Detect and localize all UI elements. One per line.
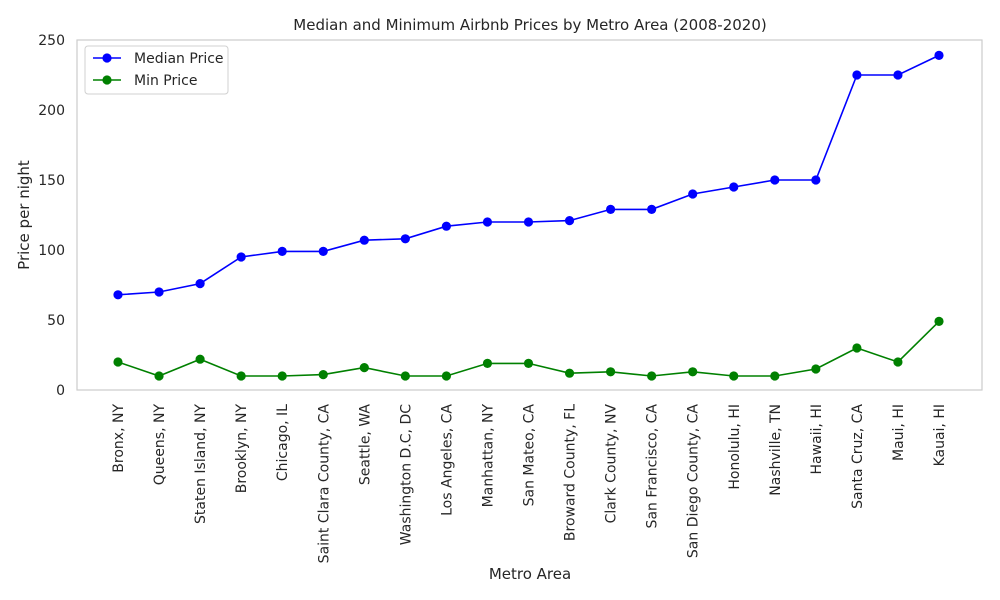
y-tick-label: 200 xyxy=(38,103,65,119)
data-point xyxy=(359,235,369,245)
x-tick-label: San Francisco, CA xyxy=(645,404,661,529)
data-point xyxy=(400,371,410,381)
x-tick-label: Chicago, IL xyxy=(275,404,291,481)
data-point xyxy=(113,357,123,367)
x-tick-label: San Mateo, CA xyxy=(522,404,538,507)
data-point xyxy=(318,370,328,380)
data-point xyxy=(441,221,451,231)
data-point xyxy=(606,204,616,214)
y-tick-label: 150 xyxy=(38,173,65,189)
x-tick-label: Santa Cruz, CA xyxy=(850,404,866,509)
x-tick-label: Manhattan, NY xyxy=(480,404,496,508)
x-tick-label: Queens, NY xyxy=(152,404,168,486)
data-point xyxy=(893,70,903,80)
data-point xyxy=(482,217,493,227)
data-point xyxy=(523,217,534,227)
data-point xyxy=(318,246,328,256)
data-point xyxy=(400,234,410,244)
data-point xyxy=(482,358,493,368)
data-point xyxy=(729,182,739,192)
data-point xyxy=(688,189,698,199)
x-tick-label: Staten Island, NY xyxy=(193,404,209,524)
data-point xyxy=(770,371,780,381)
legend-marker xyxy=(102,53,112,63)
data-point xyxy=(154,287,164,297)
data-point xyxy=(852,70,862,80)
legend-label: Median Price xyxy=(134,51,224,67)
data-point xyxy=(236,371,246,381)
x-tick-label: San Diego County, CA xyxy=(686,404,702,559)
data-point xyxy=(564,368,575,378)
x-tick-label: Seattle, WA xyxy=(357,404,373,486)
data-point xyxy=(811,175,821,185)
data-point xyxy=(934,316,944,326)
x-tick-label: Nashville, TN xyxy=(768,404,784,496)
data-point xyxy=(441,371,451,381)
data-point xyxy=(154,371,164,381)
data-point xyxy=(647,204,657,214)
data-point xyxy=(934,50,944,61)
x-tick-label: Broward County, FL xyxy=(563,404,579,541)
data-point xyxy=(770,175,780,185)
y-tick-label: 100 xyxy=(38,243,65,259)
data-point xyxy=(893,357,903,367)
legend-marker xyxy=(102,75,112,85)
legend: Median Price Min Price xyxy=(84,45,229,95)
x-tick-label: Kauai, HI xyxy=(932,404,948,466)
data-point xyxy=(564,216,575,226)
data-point xyxy=(606,367,616,377)
y-tick-label: 250 xyxy=(38,33,65,49)
legend-label: Min Price xyxy=(134,73,197,89)
chart-title: Median and Minimum Airbnb Prices by Metr… xyxy=(293,16,766,34)
data-point xyxy=(359,363,369,373)
data-point xyxy=(688,367,698,377)
y-tick-label: 50 xyxy=(47,313,65,329)
data-point xyxy=(113,290,123,300)
x-tick-label: Saint Clara County, CA xyxy=(316,404,332,564)
data-point xyxy=(729,371,739,381)
y-axis: 0 50 100 150 200 250 xyxy=(38,33,65,399)
x-tick-label: Maui, HI xyxy=(891,404,907,461)
plot-frame xyxy=(76,39,983,391)
data-point xyxy=(195,354,205,364)
x-tick-label: Bronx, NY xyxy=(111,404,127,473)
data-point xyxy=(852,343,862,353)
y-tick-label: 0 xyxy=(56,383,65,399)
data-point xyxy=(236,252,246,262)
data-point xyxy=(811,364,821,374)
x-tick-label: Hawaii, HI xyxy=(809,404,825,474)
x-tick-label: Clark County, NV xyxy=(604,404,620,524)
x-axis-label: Metro Area xyxy=(489,565,571,583)
data-point xyxy=(195,279,205,289)
data-point xyxy=(647,371,657,381)
series-group xyxy=(113,50,944,300)
data-point xyxy=(277,246,287,256)
x-tick-label: Los Angeles, CA xyxy=(439,404,455,516)
data-point xyxy=(277,371,287,381)
y-axis-label: Price per night xyxy=(15,160,33,270)
x-tick-label: Honolulu, HI xyxy=(727,404,743,490)
data-point xyxy=(523,358,534,368)
x-axis: Bronx, NY Queens, NY Staten Island, NY Broo… xyxy=(111,404,948,564)
x-tick-label: Brooklyn, NY xyxy=(234,404,250,494)
series-layer xyxy=(113,50,944,381)
series-group xyxy=(113,316,944,381)
x-tick-label: Washington D.C, DC xyxy=(398,404,414,545)
